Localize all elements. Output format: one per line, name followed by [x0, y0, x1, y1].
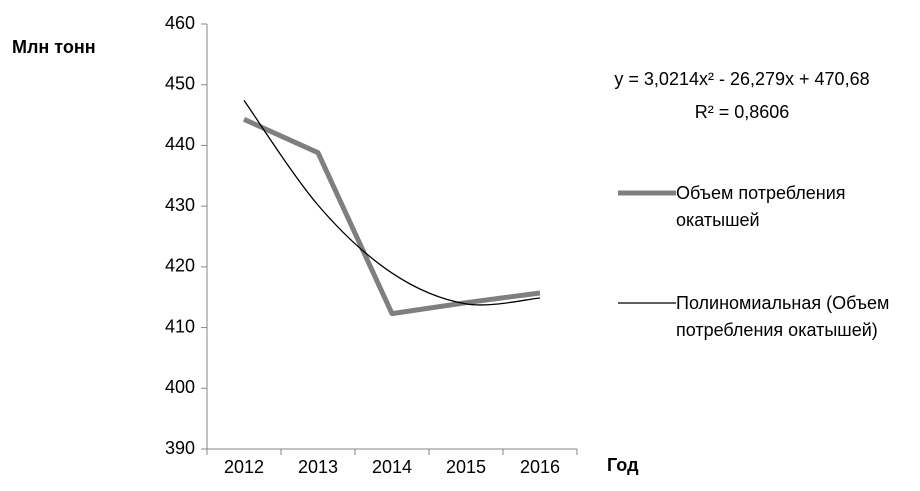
y-tick-label: 420 [165, 256, 195, 276]
y-tick-label: 410 [165, 316, 195, 336]
trend-r-squared: R² = 0,8606 [695, 102, 790, 122]
legend-label: Полиномиальная (Объем потребления окатыш… [676, 293, 890, 340]
y-tick-label: 440 [165, 134, 195, 154]
series-line [242, 117, 541, 317]
y-tick-label: 400 [165, 377, 195, 397]
legend-label: Объем потребления окатышей [676, 183, 846, 230]
y-tick-label: 460 [165, 13, 195, 33]
y-tick-label: 450 [165, 73, 195, 93]
trend-line [243, 100, 541, 306]
x-tick-label: 2014 [372, 457, 412, 477]
x-tick-label: 2013 [298, 457, 338, 477]
x-tick-label: 2015 [446, 457, 486, 477]
x-tick-label: 2012 [224, 457, 264, 477]
x-axis-label: Год [607, 455, 639, 475]
x-tick-label: 2016 [520, 457, 560, 477]
trend-equation: y = 3,0214x² - 26,279x + 470,68 [614, 69, 869, 89]
y-tick-label: 430 [165, 195, 195, 215]
y-tick-label: 390 [165, 438, 195, 458]
y-axis-label: Млн тонн [12, 37, 96, 57]
